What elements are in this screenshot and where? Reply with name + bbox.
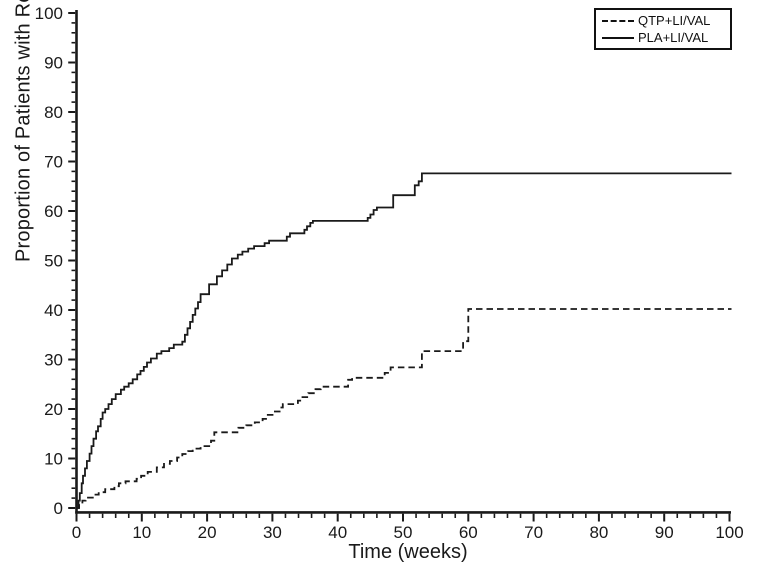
y-tick-label: 100 [35,4,63,23]
y-tick-label: 40 [44,301,63,320]
x-tick-label: 70 [524,523,543,542]
y-tick-label: 0 [54,499,63,518]
y-tick-label: 50 [44,252,63,271]
y-tick-label: 30 [44,351,63,370]
series-line-pla-li-val [76,172,732,509]
y-tick-label: 80 [44,103,63,122]
series-line-qtp-li-val [76,308,732,509]
x-tick-label: 60 [459,523,478,542]
x-tick-label: 50 [394,523,413,542]
x-tick-label: 0 [72,523,81,542]
x-tick-label: 30 [263,523,282,542]
legend-label-qtp: QTP+LI/VAL [638,13,711,28]
dashed-line-sample-icon [602,19,634,22]
y-tick-label: 70 [44,153,63,172]
solid-line-sample-icon [602,36,634,39]
y-tick-label: 90 [44,54,63,73]
x-axis-title-text: Time (weeks) [348,541,468,563]
x-tick-label: 100 [715,523,743,542]
y-tick-label: 10 [44,450,63,469]
x-axis-title: Time (weeks) [0,541,766,564]
y-tick-label: 60 [44,202,63,221]
x-tick-label: 80 [589,523,608,542]
legend-label-pla: PLA+LI/VAL [638,30,709,45]
x-tick-label: 90 [655,523,674,542]
legend-box: QTP+LI/VAL PLA+LI/VAL [594,8,732,50]
x-tick-label: 40 [328,523,347,542]
x-tick-label: 20 [198,523,217,542]
y-tick-label: 20 [44,400,63,419]
legend-item-pla: PLA+LI/VAL [598,30,728,45]
legend-item-qtp: QTP+LI/VAL [598,13,728,28]
x-tick-label: 10 [132,523,151,542]
